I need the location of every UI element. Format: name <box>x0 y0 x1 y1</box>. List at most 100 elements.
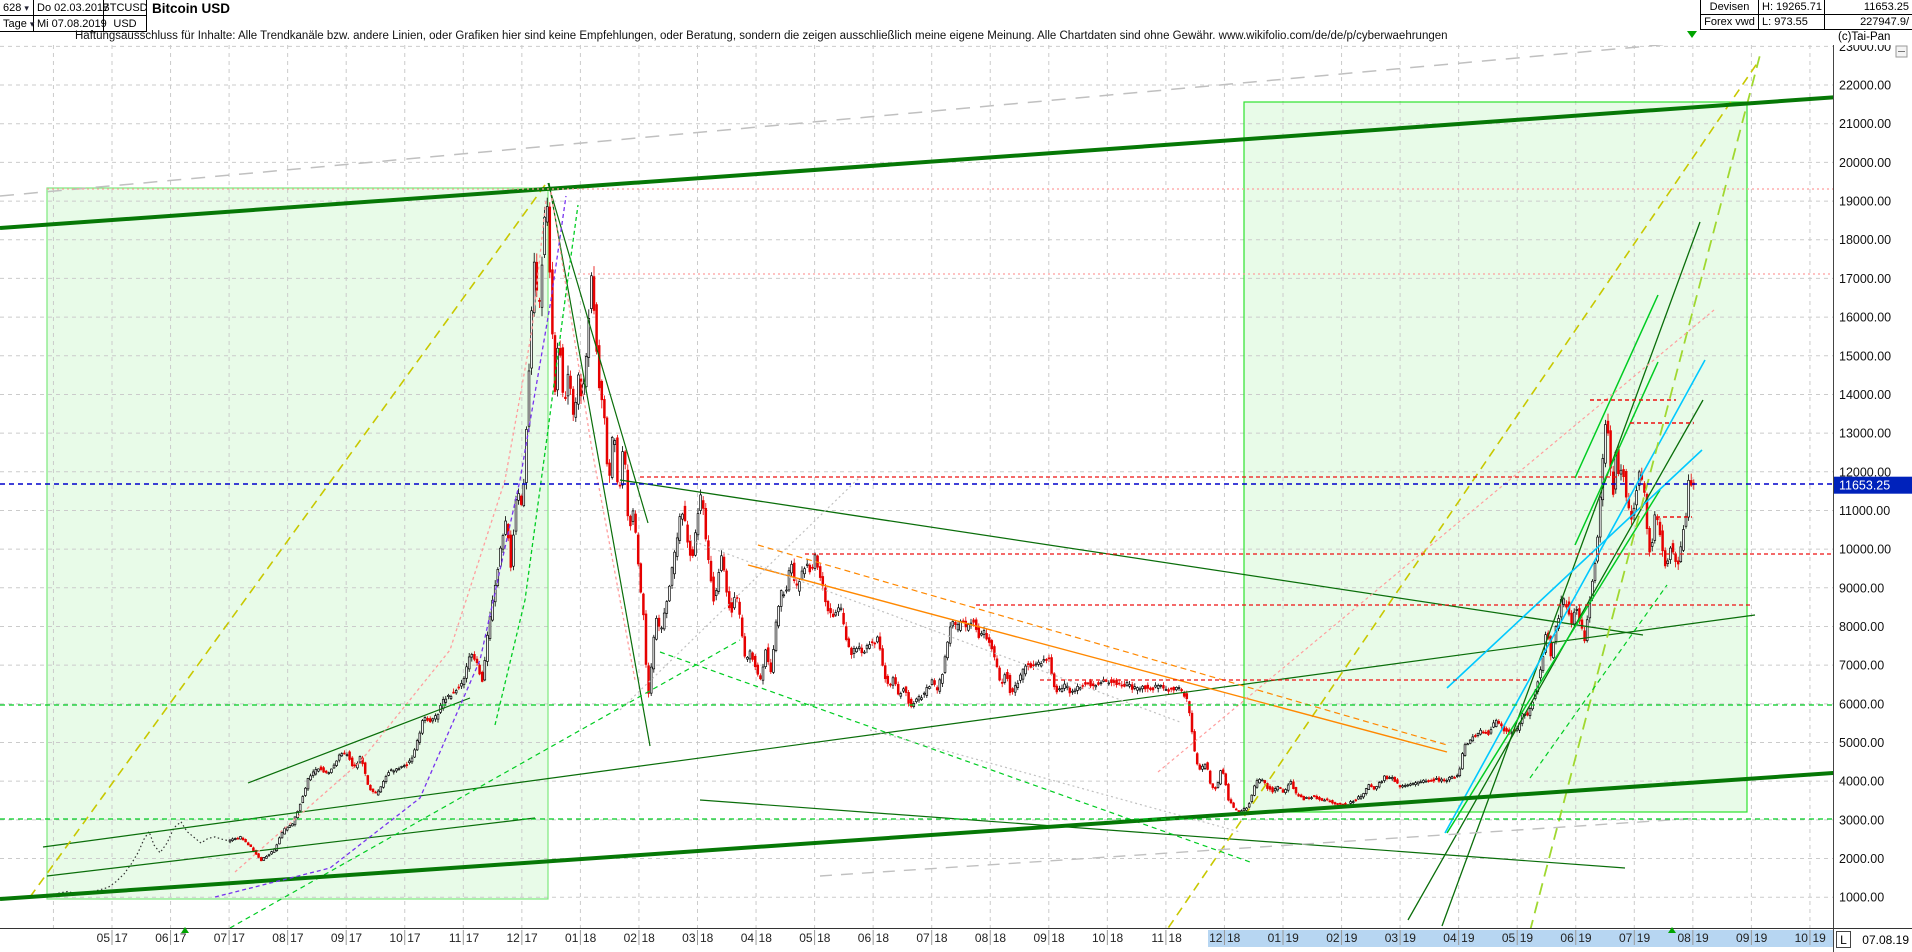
linear-scale-toggle[interactable]: L <box>1836 931 1851 948</box>
svg-text:02: 02 <box>624 931 638 945</box>
disclaimer-text: Haftungsausschluss für Inhalte: Alle Tre… <box>75 30 1448 42</box>
last-price-label: 11653.25 <box>1824 0 1912 15</box>
svg-text:18: 18 <box>1110 931 1124 945</box>
svg-text:1000.00: 1000.00 <box>1839 891 1884 905</box>
svg-text:3000.00: 3000.00 <box>1839 813 1884 827</box>
svg-text:05: 05 <box>97 931 111 945</box>
svg-text:06: 06 <box>1560 931 1574 945</box>
svg-text:12000.00: 12000.00 <box>1839 465 1891 479</box>
symbol-value: BTCUSD <box>102 1 148 14</box>
svg-text:18: 18 <box>1051 931 1065 945</box>
svg-text:8000.00: 8000.00 <box>1839 620 1884 634</box>
feed-label: Forex vwd <box>1700 15 1758 30</box>
svg-text:10: 10 <box>1795 931 1809 945</box>
svg-text:20000.00: 20000.00 <box>1839 156 1891 170</box>
svg-text:19: 19 <box>1578 931 1592 945</box>
date-to-field[interactable]: Mi 07.08.2019 <box>34 16 107 32</box>
svg-text:17: 17 <box>290 931 304 945</box>
svg-text:05: 05 <box>1502 931 1516 945</box>
svg-text:12: 12 <box>506 931 520 945</box>
svg-text:19000.00: 19000.00 <box>1839 195 1891 209</box>
svg-text:07: 07 <box>916 931 930 945</box>
turnover-label: 227947.9/ <box>1824 15 1912 30</box>
bars-count-value: 628 <box>3 1 22 14</box>
svg-text:11000.00: 11000.00 <box>1839 504 1890 518</box>
svg-text:14000.00: 14000.00 <box>1839 388 1891 402</box>
date-from-value: Do 02.03.2017 <box>37 1 110 14</box>
svg-text:10: 10 <box>389 931 403 945</box>
status-date: 07.08.19 <box>1862 933 1909 947</box>
svg-text:22000.00: 22000.00 <box>1839 79 1891 93</box>
svg-text:15000.00: 15000.00 <box>1839 349 1891 363</box>
svg-text:19: 19 <box>1812 931 1826 945</box>
svg-text:17: 17 <box>349 931 363 945</box>
svg-text:12: 12 <box>1209 931 1223 945</box>
svg-text:09: 09 <box>331 931 345 945</box>
last-price-value: 11653.25 <box>1863 1 1909 13</box>
svg-text:19: 19 <box>1637 931 1651 945</box>
svg-text:18: 18 <box>641 931 655 945</box>
svg-text:19: 19 <box>1344 931 1358 945</box>
svg-text:05: 05 <box>799 931 813 945</box>
svg-text:16000.00: 16000.00 <box>1839 311 1891 325</box>
svg-text:17: 17 <box>173 931 187 945</box>
svg-text:04: 04 <box>1443 931 1457 945</box>
bars-count-dropdown[interactable]: 628 ▾ <box>0 0 34 16</box>
svg-text:17: 17 <box>232 931 246 945</box>
symbol-label: BTCUSD <box>102 0 148 16</box>
svg-text:06: 06 <box>155 931 169 945</box>
high-value: H: 19265.71 <box>1762 1 1822 13</box>
svg-text:04: 04 <box>741 931 755 945</box>
svg-text:01: 01 <box>1268 931 1282 945</box>
svg-text:09: 09 <box>1736 931 1750 945</box>
svg-text:18: 18 <box>583 931 597 945</box>
turnover-value: 227947.9/ <box>1860 16 1909 28</box>
svg-text:06: 06 <box>858 931 872 945</box>
svg-text:2000.00: 2000.00 <box>1839 852 1884 866</box>
svg-text:17: 17 <box>407 931 421 945</box>
svg-text:07: 07 <box>1619 931 1633 945</box>
symbol-currency-value: USD <box>113 17 137 30</box>
symbol-currency-label: USD <box>104 16 147 32</box>
svg-text:11653.25: 11653.25 <box>1839 479 1890 493</box>
svg-text:19: 19 <box>1461 931 1475 945</box>
svg-text:19: 19 <box>1695 931 1709 945</box>
svg-text:13000.00: 13000.00 <box>1839 427 1891 441</box>
svg-text:19: 19 <box>1403 931 1417 945</box>
svg-text:01: 01 <box>565 931 579 945</box>
period-dropdown[interactable]: Tage ▾ <box>0 16 34 32</box>
svg-text:17: 17 <box>115 931 129 945</box>
high-label: H: 19265.71 <box>1758 0 1824 15</box>
svg-text:7000.00: 7000.00 <box>1839 659 1884 673</box>
svg-text:19: 19 <box>1520 931 1534 945</box>
svg-text:18: 18 <box>1227 931 1241 945</box>
svg-text:4000.00: 4000.00 <box>1839 775 1884 789</box>
svg-text:19: 19 <box>1286 931 1300 945</box>
header-bar: 628 ▾ Tage ▾ Do 02.03.2017 Mi 07.08.2019 B… <box>0 0 1912 45</box>
date-from-field[interactable]: Do 02.03.2017 <box>34 0 109 16</box>
svg-text:18: 18 <box>817 931 831 945</box>
svg-text:11: 11 <box>449 931 462 945</box>
svg-text:18: 18 <box>876 931 890 945</box>
svg-text:5000.00: 5000.00 <box>1839 736 1884 750</box>
market-value: Devisen <box>1709 1 1750 13</box>
svg-text:07: 07 <box>214 931 228 945</box>
scroll-marker-icon <box>1687 31 1697 38</box>
svg-text:18: 18 <box>934 931 948 945</box>
market-label: Devisen <box>1700 0 1758 15</box>
svg-text:6000.00: 6000.00 <box>1839 697 1884 711</box>
svg-text:09: 09 <box>1033 931 1047 945</box>
svg-text:08: 08 <box>272 931 286 945</box>
svg-text:03: 03 <box>1385 931 1399 945</box>
chevron-down-icon: ▾ <box>24 2 29 13</box>
svg-text:08: 08 <box>1677 931 1691 945</box>
svg-text:18000.00: 18000.00 <box>1839 233 1891 247</box>
svg-text:9000.00: 9000.00 <box>1839 581 1884 595</box>
chevron-down-icon: ▾ <box>29 18 35 29</box>
svg-text:08: 08 <box>975 931 989 945</box>
svg-text:10000.00: 10000.00 <box>1839 543 1891 557</box>
svg-text:17000.00: 17000.00 <box>1839 272 1891 286</box>
low-label: L: 973.55 <box>1758 15 1824 30</box>
